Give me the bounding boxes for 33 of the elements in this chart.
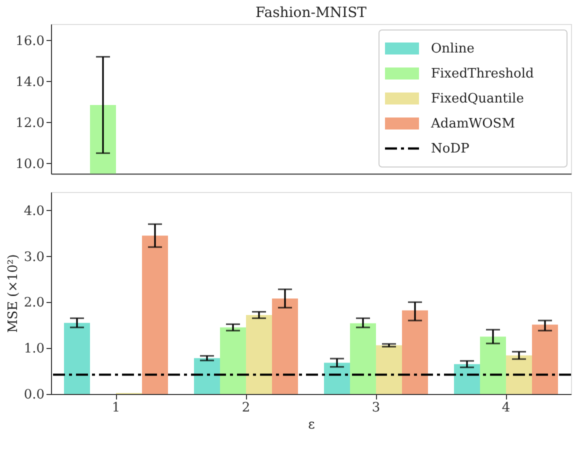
legend-label: FixedQuantile xyxy=(431,92,524,106)
x-tick-label: 4 xyxy=(502,400,510,416)
bar xyxy=(506,355,532,394)
bar xyxy=(480,336,506,394)
x-tick-label: 1 xyxy=(112,400,120,416)
bar xyxy=(454,364,480,394)
x-axis-title: ε xyxy=(308,417,316,432)
bar xyxy=(402,310,428,394)
bar xyxy=(272,298,298,394)
y-tick-label: 2.0 xyxy=(24,296,44,311)
bar xyxy=(350,323,376,394)
legend-label: NoDP xyxy=(431,142,470,156)
x-tick-label: 3 xyxy=(372,400,380,416)
bar xyxy=(532,324,558,394)
y-tick-label: 16.0 xyxy=(16,34,44,49)
y-tick-label: 0.0 xyxy=(24,387,44,402)
legend-label: Online xyxy=(431,42,475,56)
bar xyxy=(220,327,246,394)
bar xyxy=(64,322,90,394)
y-tick-label: 3.0 xyxy=(24,250,44,265)
y-tick-label: 4.0 xyxy=(24,204,44,219)
y-axis-title: MSE (×10²) xyxy=(6,254,21,333)
y-tick-label: 14.0 xyxy=(16,74,44,90)
bar xyxy=(324,362,350,394)
y-tick-label: 1.0 xyxy=(24,342,44,357)
bar xyxy=(142,236,168,394)
y-tick-label: 10.0 xyxy=(16,156,44,172)
chart-title: Fashion-MNIST xyxy=(255,5,368,21)
legend-label: FixedThreshold xyxy=(431,66,534,82)
y-tick-label: 12.0 xyxy=(16,116,44,131)
bar xyxy=(246,315,272,394)
legend-label: AdamWOSM xyxy=(430,116,516,132)
x-tick-label: 2 xyxy=(242,400,250,416)
